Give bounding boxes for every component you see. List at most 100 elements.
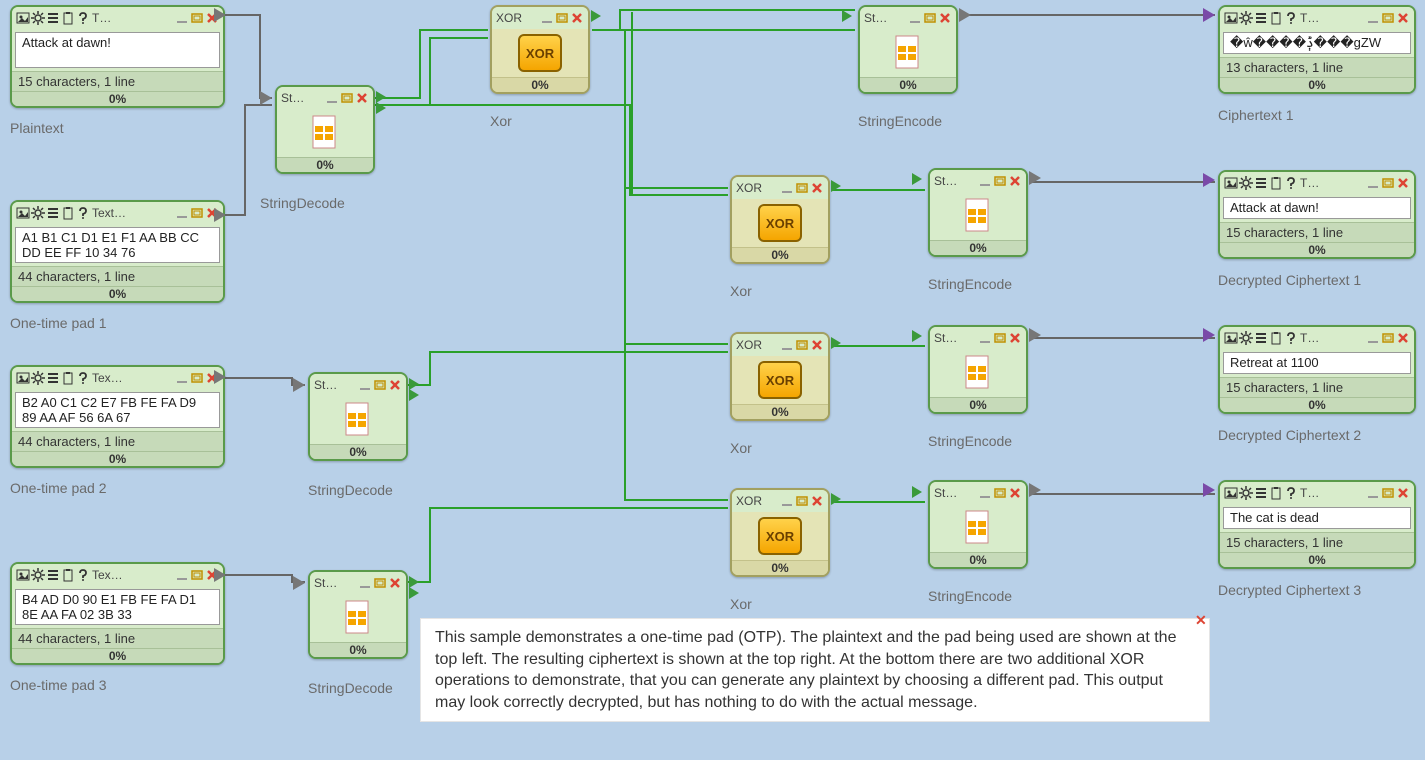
text-input-plaintext[interactable]: T… Attack at dawn! 15 characters, 1 line…	[10, 5, 225, 108]
output-port-icon[interactable]	[591, 10, 601, 22]
help-icon[interactable]	[1284, 486, 1298, 500]
output-port-icon[interactable]	[831, 180, 841, 192]
list-icon[interactable]	[1254, 331, 1268, 345]
window-buttons[interactable]	[325, 91, 369, 105]
picture-icon[interactable]	[16, 371, 30, 385]
min-icon[interactable]	[1366, 11, 1380, 25]
input-port-icon[interactable]	[260, 91, 272, 105]
window-buttons[interactable]	[780, 338, 824, 352]
list-icon[interactable]	[1254, 486, 1268, 500]
expand-icon[interactable]	[190, 206, 204, 220]
gear-icon[interactable]	[31, 371, 45, 385]
output-port-icon[interactable]	[214, 208, 226, 222]
min-icon[interactable]	[978, 486, 992, 500]
close-icon[interactable]	[1008, 486, 1022, 500]
expand-icon[interactable]	[190, 568, 204, 582]
text-output-dec2[interactable]: T… Retreat at 1100 15 characters, 1 line…	[1218, 325, 1416, 414]
min-icon[interactable]	[540, 11, 554, 25]
picture-icon[interactable]	[16, 568, 30, 582]
string-encode-2[interactable]: St… 0%	[928, 168, 1028, 257]
close-icon[interactable]	[810, 338, 824, 352]
expand-icon[interactable]	[190, 371, 204, 385]
expand-icon[interactable]	[340, 91, 354, 105]
close-icon[interactable]	[1396, 176, 1410, 190]
input-port-icon[interactable]	[1203, 483, 1215, 497]
close-icon[interactable]	[355, 91, 369, 105]
output-port-icon[interactable]	[409, 389, 419, 401]
gear-icon[interactable]	[31, 206, 45, 220]
expand-icon[interactable]	[795, 181, 809, 195]
gear-icon[interactable]	[31, 11, 45, 25]
window-buttons[interactable]	[1366, 11, 1410, 25]
help-icon[interactable]	[76, 11, 90, 25]
output-port-icon[interactable]	[912, 173, 922, 185]
gear-icon[interactable]	[1239, 11, 1253, 25]
min-icon[interactable]	[908, 11, 922, 25]
string-decode-1[interactable]: St… 0%	[275, 85, 375, 174]
close-icon[interactable]	[1396, 486, 1410, 500]
clipboard-icon[interactable]	[61, 568, 75, 582]
window-buttons[interactable]	[175, 206, 219, 220]
input-port-icon[interactable]	[293, 378, 305, 392]
min-icon[interactable]	[978, 331, 992, 345]
min-icon[interactable]	[1366, 331, 1380, 345]
output-port-icon[interactable]	[376, 102, 386, 114]
close-icon[interactable]	[1396, 11, 1410, 25]
input-port-icon[interactable]	[1203, 8, 1215, 22]
expand-icon[interactable]	[555, 11, 569, 25]
min-icon[interactable]	[1366, 486, 1380, 500]
list-icon[interactable]	[1254, 11, 1268, 25]
min-icon[interactable]	[978, 174, 992, 188]
gear-icon[interactable]	[1239, 486, 1253, 500]
expand-icon[interactable]	[993, 486, 1007, 500]
output-port-icon[interactable]	[831, 493, 841, 505]
expand-icon[interactable]	[373, 576, 387, 590]
input-port-icon[interactable]	[1203, 173, 1215, 187]
close-icon[interactable]	[388, 576, 402, 590]
expand-icon[interactable]	[795, 494, 809, 508]
close-icon[interactable]	[810, 494, 824, 508]
output-port-icon[interactable]	[959, 8, 971, 22]
picture-icon[interactable]	[1224, 331, 1238, 345]
list-icon[interactable]	[1254, 176, 1268, 190]
output-port-icon[interactable]	[912, 486, 922, 498]
window-buttons[interactable]	[175, 11, 219, 25]
expand-icon[interactable]	[1381, 11, 1395, 25]
min-icon[interactable]	[175, 206, 189, 220]
text-input-otp2[interactable]: Tex… B2 A0 C1 C2 E7 FB FE FA D9 89 AA AF…	[10, 365, 225, 468]
picture-icon[interactable]	[1224, 486, 1238, 500]
close-icon[interactable]	[388, 378, 402, 392]
close-icon[interactable]	[570, 11, 584, 25]
output-port-icon[interactable]	[214, 370, 226, 384]
text-input-otp1[interactable]: Text… A1 B1 C1 D1 E1 F1 AA BB CC DD EE F…	[10, 200, 225, 303]
xor-node-3[interactable]: XOR XOR 0%	[730, 332, 830, 421]
xor-node-2[interactable]: XOR XOR 0%	[730, 175, 830, 264]
text-value[interactable]: B4 AD D0 90 E1 FB FE FA D1 8E AA FA 02 3…	[15, 589, 220, 625]
output-port-icon[interactable]	[912, 330, 922, 342]
output-port-icon[interactable]	[842, 10, 852, 22]
window-buttons[interactable]	[978, 331, 1022, 345]
list-icon[interactable]	[46, 371, 60, 385]
window-buttons[interactable]	[540, 11, 584, 25]
expand-icon[interactable]	[373, 378, 387, 392]
xor-node-1[interactable]: XOR XOR 0%	[490, 5, 590, 94]
window-buttons[interactable]	[780, 494, 824, 508]
min-icon[interactable]	[175, 11, 189, 25]
expand-icon[interactable]	[923, 11, 937, 25]
min-icon[interactable]	[780, 338, 794, 352]
string-decode-2[interactable]: St… 0%	[308, 372, 408, 461]
expand-icon[interactable]	[190, 11, 204, 25]
min-icon[interactable]	[325, 91, 339, 105]
list-icon[interactable]	[46, 568, 60, 582]
output-port-icon[interactable]	[214, 8, 226, 22]
output-port-icon[interactable]	[409, 587, 419, 599]
window-buttons[interactable]	[175, 568, 219, 582]
clipboard-icon[interactable]	[1269, 486, 1283, 500]
min-icon[interactable]	[780, 494, 794, 508]
help-icon[interactable]	[76, 206, 90, 220]
close-icon[interactable]	[1008, 174, 1022, 188]
help-icon[interactable]	[76, 568, 90, 582]
expand-icon[interactable]	[1381, 486, 1395, 500]
input-port-icon[interactable]	[293, 576, 305, 590]
output-port-icon[interactable]	[1029, 171, 1041, 185]
